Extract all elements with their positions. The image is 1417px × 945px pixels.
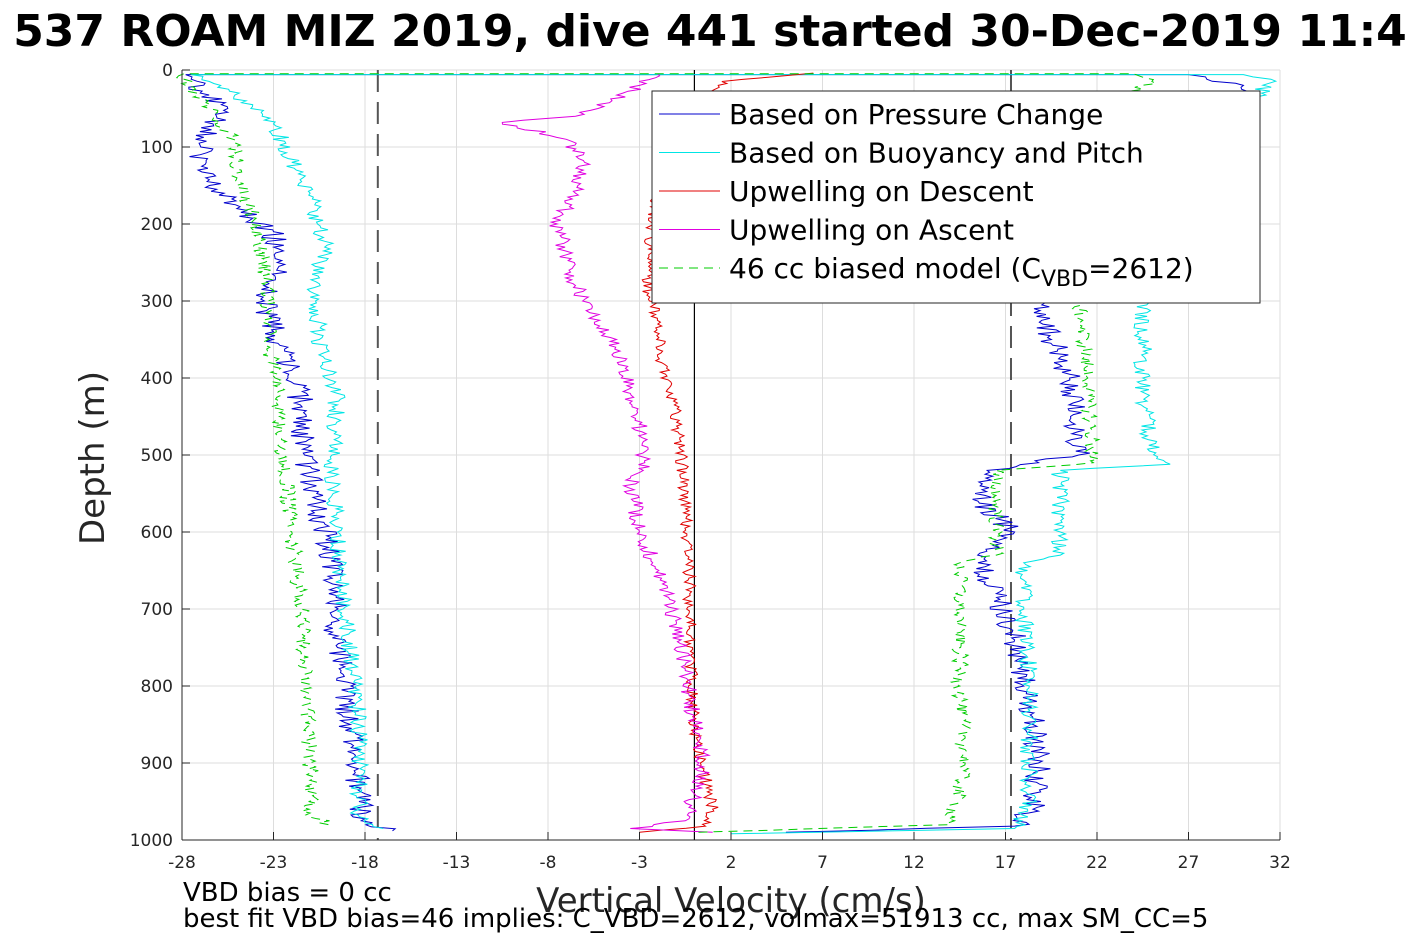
legend-entry: Upwelling on Ascent — [729, 214, 1014, 247]
x-tick-labels: -28 -23 -18 -13 -8 -3 2 7 12 17 22 27 32 — [168, 853, 1291, 873]
x-tick-label: 22 — [1086, 853, 1108, 873]
chart-title: 537 ROAM MIZ 2019, dive 441 started 30-D… — [13, 6, 1407, 57]
series-group — [175, 72, 1278, 835]
x-tick-label: -13 — [443, 853, 471, 873]
x-tick-label: -3 — [631, 853, 648, 873]
legend-entry: Upwelling on Descent — [729, 175, 1034, 208]
y-tick-label: 300 — [141, 292, 173, 312]
x-tick-label: -8 — [540, 853, 557, 873]
y-tick-label: 400 — [141, 369, 173, 389]
x-tick-label: 2 — [726, 853, 737, 873]
y-tick-label: 100 — [141, 138, 173, 158]
footer-line-2: best fit VBD bias=46 implies: C_VBD=2612… — [183, 904, 1208, 934]
y-tick-label: 0 — [162, 61, 173, 81]
x-tick-label: 17 — [995, 853, 1017, 873]
x-axis-label: Vertical Velocity (cm/s) — [536, 881, 926, 921]
y-tick-label: 1000 — [130, 831, 173, 851]
y-tick-label: 800 — [141, 677, 173, 697]
x-tick-label: 12 — [903, 853, 925, 873]
legend-entry: 46 cc biased model (CVBD=2612) — [729, 252, 1194, 292]
x-tick-label: 27 — [1178, 853, 1200, 873]
y-tick-label: 900 — [141, 754, 173, 774]
y-tick-label: 600 — [141, 523, 173, 543]
y-tick-label: 500 — [141, 446, 173, 466]
axes — [181, 69, 1281, 841]
x-tick-label: -28 — [168, 853, 196, 873]
series-line — [191, 74, 1278, 835]
y-tick-labels: 0 100 200 300 400 500 600 700 800 900 1000 — [130, 61, 173, 851]
x-tick-label: 7 — [817, 853, 828, 873]
legend-entry: Based on Buoyancy and Pitch — [729, 137, 1144, 170]
series-line — [501, 73, 713, 833]
series-line — [639, 72, 814, 833]
x-tick-label: 32 — [1269, 853, 1291, 873]
y-axis-label: Depth (m) — [73, 371, 113, 545]
x-tick-label: -18 — [351, 853, 379, 873]
legend-entry: Based on Pressure Change — [729, 98, 1103, 131]
y-tick-label: 200 — [141, 215, 173, 235]
legend-box — [651, 90, 1261, 304]
legend: Based on Pressure Change Based on Buoyanc… — [651, 90, 1261, 304]
y-tick-label: 700 — [141, 600, 173, 620]
series-line — [175, 73, 1158, 833]
footer-line-1: VBD bias = 0 cc — [183, 878, 392, 908]
x-tick-label: -23 — [260, 853, 288, 873]
